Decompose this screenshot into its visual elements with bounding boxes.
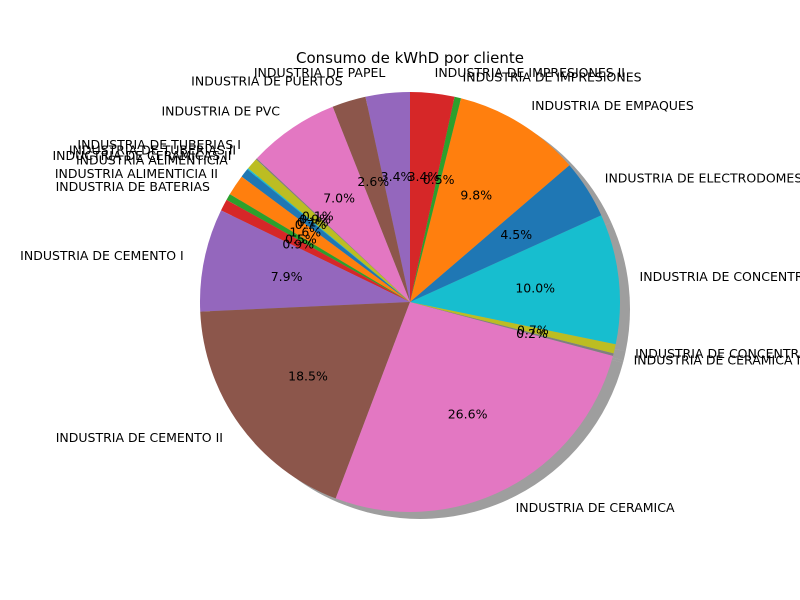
slice-industria-de-electrodomesticos	[410, 165, 602, 302]
pct-industria-de-tuberias-i: 0.1%	[302, 209, 334, 224]
slice-industria-de-ceramica-ii	[410, 302, 614, 356]
pct-industria-de-cemento-ii: 18.5%	[288, 368, 328, 383]
slice-industria-de-concentrados-ii	[410, 215, 620, 345]
pct-industria-de-concentrados-ii: 10.0%	[515, 280, 555, 295]
label-industria-de-empaques: INDUSTRIA DE EMPAQUES	[531, 98, 693, 113]
pct-industria-de-cemento-i: 7.9%	[271, 269, 303, 284]
percentage-labels: 3.4%2.6%7.0%0.1%0.9%0.1%0.7%1.6%0.5%0.9%…	[271, 169, 555, 421]
label-industria-de-baterias: INDUSTRIA DE BATERIAS	[56, 179, 210, 194]
slice-industria-de-baterias	[226, 194, 410, 302]
label-industria-alimenticia-ii: INDUSTRIA ALIMENTICIA II	[55, 166, 218, 181]
pct-industria-de-concentrados: 0.7%	[517, 323, 549, 338]
label-industria-alimenticia: INDUSTRIA ALIMENTICIA	[76, 153, 228, 168]
label-industria-de-impresiones: INDUSTRIA DE IMPRESIONES	[463, 70, 642, 85]
pct-industria-de-tuberias-ii: 0.9%	[299, 212, 331, 227]
pct-industria-alimenticia: 0.7%	[295, 217, 327, 232]
label-industria-de-electrodomesticos: INDUSTRIA DE ELECTRODOMESTICOS	[605, 170, 800, 185]
pct-industria-de-ceramica-ii: 0.2%	[516, 326, 548, 341]
slice-industria-alimenticia-ii	[229, 176, 410, 302]
pie-slices	[200, 92, 620, 512]
slice-industria-de-tuberias-ii	[248, 159, 410, 302]
pct-industria-de-ceramica: 26.6%	[448, 407, 488, 422]
pct-industria-de-impresiones: 0.5%	[423, 172, 455, 187]
pct-industria-de-pvc: 7.0%	[323, 190, 355, 205]
pct-industria-alimenticia-ii: 1.6%	[289, 224, 321, 239]
pct-industria-de-papel: 3.4%	[381, 169, 413, 184]
slice-industria-de-cemento-ii	[200, 302, 410, 499]
label-industria-de-pvc: INDUSTRIA DE PVC	[161, 104, 280, 119]
chart-title: Consumo de kWhD por cliente	[296, 49, 524, 67]
slice-inductria-de-ceramicas-ii	[247, 168, 410, 302]
pct-industria-de-electrodomesticos: 4.5%	[500, 227, 532, 242]
pct-industria-de-empaques: 9.8%	[460, 187, 492, 202]
slice-industria-de-empaques	[410, 98, 570, 302]
pct-industria-de-baterias: 0.5%	[285, 232, 317, 247]
pct-industria-de-impresiones-ii: 3.4%	[408, 169, 440, 184]
label-industria-de-cemento-ii: INDUSTRIA DE CEMENTO II	[56, 430, 223, 445]
slice-slice-10	[221, 199, 410, 302]
pct-industria-de-puertos: 2.6%	[357, 174, 389, 189]
label-industria-de-puertos: INDUSTRIA DE PUERTOS	[191, 74, 343, 89]
label-industria-de-cemento-i: INDUSTRIA DE CEMENTO I	[20, 248, 184, 263]
slice-industria-de-puertos	[332, 96, 410, 302]
slice-industria-de-concentrados	[410, 302, 616, 354]
pct-slice-10: 0.9%	[282, 236, 314, 251]
label-industria-de-tuberias-i: INDUSTRIA DE TUBERIAS I	[77, 137, 241, 152]
slice-industria-de-impresiones-ii	[410, 92, 455, 302]
slice-industria-alimenticia	[241, 169, 410, 302]
label-industria-de-ceramica-ii: INDUSTRIA DE CERAMICA II	[634, 352, 800, 367]
slice-industria-de-ceramica	[335, 302, 613, 512]
slice-industria-de-papel	[365, 92, 410, 302]
label-industria-de-ceramica: INDUSTRIA DE CERAMICA	[516, 500, 675, 515]
label-industria-de-tuberias-ii: INDUSTRIA DE TUBERIAS II	[69, 142, 236, 157]
slice-industria-de-impresiones	[410, 96, 461, 302]
label-inductria-de-ceramicas-ii: INDUCTRIA DE CERAMICAS II	[52, 148, 231, 163]
slice-industria-de-tuberias-i	[255, 158, 410, 302]
slice-industria-de-pvc	[256, 106, 410, 302]
slice-industria-de-cemento-i	[200, 210, 410, 312]
label-industria-de-concentrados-ii: INDUSTRIA DE CONCENTRADOS II	[640, 269, 800, 284]
label-industria-de-papel: INDUSTRIA DE PAPEL	[254, 65, 385, 80]
pct-inductria-de-ceramicas-ii: 0.1%	[297, 215, 329, 230]
label-industria-de-concentrados: INDUSTRIA DE CONCENTRADOS	[635, 346, 800, 361]
label-industria-de-impresiones-ii: INDUSTRIA DE IMPRESIONES II	[435, 65, 625, 80]
